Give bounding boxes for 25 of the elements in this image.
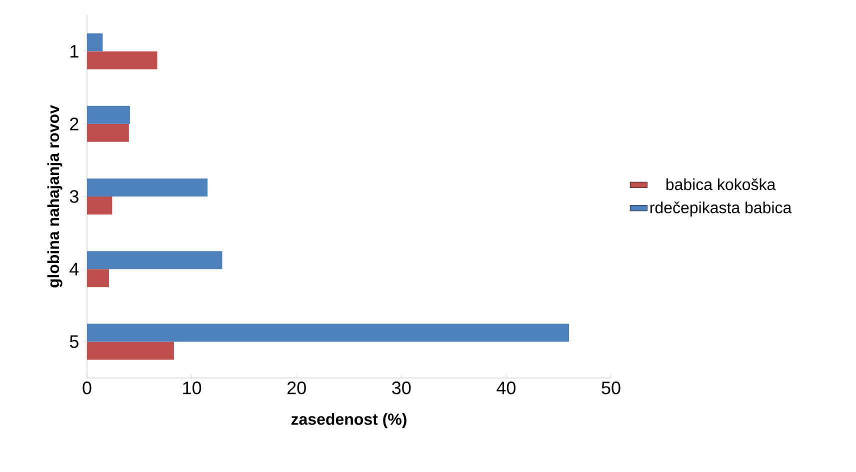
- y-tick-label: 2: [70, 118, 78, 130]
- bar: [87, 124, 129, 142]
- bar: [87, 51, 158, 70]
- legend-label: babica kokoška: [666, 178, 776, 190]
- bar: [87, 324, 570, 342]
- x-tick-label: 10: [183, 382, 202, 394]
- bar: [87, 251, 222, 270]
- bar: [87, 33, 103, 52]
- x-tick-label: 0: [82, 382, 92, 394]
- bar: [87, 342, 174, 360]
- legend-label: rdečepikasta babica: [650, 202, 792, 216]
- y-tick-label: 1: [70, 45, 78, 58]
- bar: [87, 178, 208, 197]
- x-tick-label: 20: [288, 382, 306, 394]
- x-tick-label: 30: [392, 382, 411, 394]
- x-tick-label: 40: [496, 382, 516, 394]
- bar: [87, 196, 112, 215]
- bar: [87, 269, 110, 288]
- bar: [87, 106, 130, 124]
- y-tick-label: 3: [70, 190, 78, 203]
- y-tick-label: 4: [70, 262, 79, 276]
- y-tick-label: 5: [70, 335, 78, 348]
- x-tick-label: 50: [602, 382, 620, 394]
- x-axis-title: zasedenost (%): [291, 413, 406, 428]
- y-axis-title: globina nahajanja rovov: [47, 104, 62, 288]
